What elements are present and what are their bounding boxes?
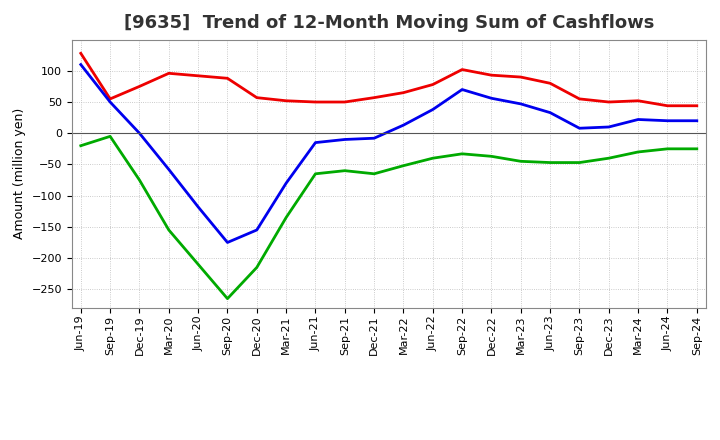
Free Cashflow <box>663 118 672 123</box>
Operating Cashflow <box>634 98 642 103</box>
Operating Cashflow <box>223 76 232 81</box>
Operating Cashflow <box>575 96 584 102</box>
Free Cashflow <box>223 240 232 245</box>
Operating Cashflow <box>76 51 85 56</box>
Y-axis label: Amount (million yen): Amount (million yen) <box>13 108 26 239</box>
Investing Cashflow <box>546 160 554 165</box>
Investing Cashflow <box>693 146 701 151</box>
Investing Cashflow <box>106 134 114 139</box>
Operating Cashflow <box>253 95 261 100</box>
Investing Cashflow <box>282 215 290 220</box>
Free Cashflow <box>253 227 261 233</box>
Investing Cashflow <box>634 149 642 154</box>
Operating Cashflow <box>164 71 173 76</box>
Operating Cashflow <box>341 99 349 105</box>
Operating Cashflow <box>282 98 290 103</box>
Investing Cashflow <box>253 265 261 270</box>
Line: Investing Cashflow: Investing Cashflow <box>81 136 697 299</box>
Free Cashflow <box>546 110 554 115</box>
Investing Cashflow <box>663 146 672 151</box>
Free Cashflow <box>458 87 467 92</box>
Free Cashflow <box>370 136 379 141</box>
Operating Cashflow <box>516 74 525 80</box>
Free Cashflow <box>76 62 85 67</box>
Investing Cashflow <box>194 262 202 267</box>
Free Cashflow <box>106 99 114 105</box>
Investing Cashflow <box>223 296 232 301</box>
Investing Cashflow <box>516 159 525 164</box>
Free Cashflow <box>164 167 173 172</box>
Free Cashflow <box>399 122 408 128</box>
Investing Cashflow <box>341 168 349 173</box>
Free Cashflow <box>516 101 525 106</box>
Operating Cashflow <box>693 103 701 108</box>
Investing Cashflow <box>575 160 584 165</box>
Free Cashflow <box>311 140 320 145</box>
Free Cashflow <box>428 107 437 112</box>
Operating Cashflow <box>605 99 613 105</box>
Free Cashflow <box>693 118 701 123</box>
Investing Cashflow <box>164 227 173 233</box>
Free Cashflow <box>575 125 584 131</box>
Operating Cashflow <box>546 81 554 86</box>
Investing Cashflow <box>311 171 320 176</box>
Investing Cashflow <box>76 143 85 148</box>
Investing Cashflow <box>428 156 437 161</box>
Operating Cashflow <box>106 96 114 102</box>
Operating Cashflow <box>311 99 320 105</box>
Free Cashflow <box>487 95 496 101</box>
Free Cashflow <box>634 117 642 122</box>
Free Cashflow <box>135 131 144 136</box>
Investing Cashflow <box>487 154 496 159</box>
Operating Cashflow <box>663 103 672 108</box>
Operating Cashflow <box>370 95 379 100</box>
Operating Cashflow <box>399 90 408 95</box>
Investing Cashflow <box>399 163 408 169</box>
Title: [9635]  Trend of 12-Month Moving Sum of Cashflows: [9635] Trend of 12-Month Moving Sum of C… <box>124 15 654 33</box>
Line: Operating Cashflow: Operating Cashflow <box>81 53 697 106</box>
Investing Cashflow <box>605 156 613 161</box>
Free Cashflow <box>605 125 613 130</box>
Investing Cashflow <box>370 171 379 176</box>
Free Cashflow <box>282 180 290 186</box>
Operating Cashflow <box>487 73 496 78</box>
Line: Free Cashflow: Free Cashflow <box>81 65 697 242</box>
Operating Cashflow <box>194 73 202 78</box>
Operating Cashflow <box>458 67 467 72</box>
Operating Cashflow <box>428 82 437 87</box>
Investing Cashflow <box>135 177 144 183</box>
Free Cashflow <box>194 204 202 209</box>
Investing Cashflow <box>458 151 467 157</box>
Free Cashflow <box>341 137 349 142</box>
Operating Cashflow <box>135 84 144 89</box>
